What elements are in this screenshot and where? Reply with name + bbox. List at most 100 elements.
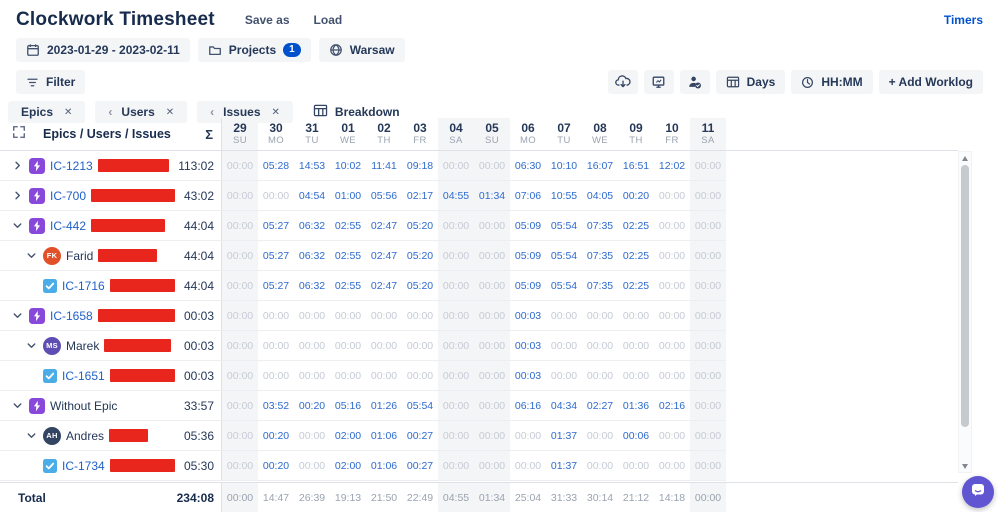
export-button[interactable] xyxy=(607,70,638,94)
chevron-down-icon[interactable] xyxy=(25,339,38,352)
time-cell[interactable]: 01:34 xyxy=(474,181,510,210)
time-cell[interactable]: 00:00 xyxy=(622,309,650,322)
time-cell[interactable]: 00:00 xyxy=(222,271,258,300)
time-cell[interactable]: 05:54 xyxy=(550,219,578,232)
issue-key[interactable]: IC-1658 xyxy=(50,308,93,323)
time-cell[interactable]: 00:20 xyxy=(262,429,290,442)
time-cell[interactable]: 00:00 xyxy=(438,241,474,270)
issue-key[interactable]: IC-700 xyxy=(50,188,87,203)
time-cell[interactable]: 02:16 xyxy=(658,399,686,412)
time-cell[interactable]: 00:00 xyxy=(690,451,726,480)
time-cell[interactable]: 00:00 xyxy=(438,331,474,360)
scroll-down-icon[interactable] xyxy=(959,460,971,472)
time-cell[interactable]: 00:00 xyxy=(474,361,510,390)
time-cell[interactable]: 00:00 xyxy=(298,369,326,382)
scroll-up-icon[interactable] xyxy=(959,152,971,164)
time-cell[interactable]: 00:00 xyxy=(262,339,290,352)
time-cell[interactable]: 00:00 xyxy=(474,451,510,480)
close-icon[interactable]: ✕ xyxy=(271,106,280,118)
time-format-button[interactable]: HH:MM xyxy=(791,70,873,94)
time-cell[interactable]: 00:00 xyxy=(586,339,614,352)
time-cell[interactable]: 05:28 xyxy=(262,159,290,172)
time-cell[interactable]: 00:00 xyxy=(298,429,326,442)
time-cell[interactable]: 00:00 xyxy=(222,421,258,450)
issue-key[interactable]: IC-1213 xyxy=(50,158,93,173)
time-cell[interactable]: 05:09 xyxy=(514,279,542,292)
time-cell[interactable]: 00:00 xyxy=(438,421,474,450)
chevron-down-icon[interactable] xyxy=(25,249,38,262)
time-cell[interactable]: 01:37 xyxy=(550,459,578,472)
time-cell[interactable]: 02:25 xyxy=(622,219,650,232)
time-cell[interactable]: 00:00 xyxy=(690,271,726,300)
row-label-cell[interactable]: AH Andres 05:36 xyxy=(0,421,222,450)
time-cell[interactable]: 00:00 xyxy=(586,429,614,442)
time-cell[interactable]: 00:00 xyxy=(658,339,686,352)
time-cell[interactable]: 00:00 xyxy=(658,459,686,472)
time-cell[interactable]: 02:25 xyxy=(622,279,650,292)
time-cell[interactable]: 07:06 xyxy=(514,189,542,202)
time-cell[interactable]: 00:06 xyxy=(622,429,650,442)
time-cell[interactable]: 05:09 xyxy=(514,249,542,262)
issue-key[interactable]: IC-1716 xyxy=(62,278,105,293)
time-cell[interactable]: 14:53 xyxy=(298,159,326,172)
save-as-button[interactable]: Save as xyxy=(244,12,290,27)
time-cell[interactable]: 00:00 xyxy=(658,369,686,382)
time-cell[interactable]: 00:20 xyxy=(262,459,290,472)
time-cell[interactable]: 00:00 xyxy=(622,459,650,472)
time-cell[interactable]: 00:00 xyxy=(658,309,686,322)
time-cell[interactable]: 00:20 xyxy=(298,399,326,412)
vertical-scrollbar[interactable] xyxy=(958,151,972,473)
time-cell[interactable]: 10:55 xyxy=(550,189,578,202)
time-cell[interactable]: 00:00 xyxy=(334,369,362,382)
time-cell[interactable]: 00:00 xyxy=(690,391,726,420)
row-label-cell[interactable]: IC-1651 00:03 xyxy=(0,361,222,390)
time-cell[interactable]: 03:52 xyxy=(262,399,290,412)
time-cell[interactable]: 00:00 xyxy=(658,429,686,442)
time-cell[interactable]: 00:00 xyxy=(370,339,398,352)
row-label-cell[interactable]: IC-1716 44:04 xyxy=(0,271,222,300)
time-cell[interactable]: 06:16 xyxy=(514,399,542,412)
time-cell[interactable]: 02:47 xyxy=(370,279,398,292)
time-cell[interactable]: 00:00 xyxy=(474,211,510,240)
time-cell[interactable]: 00:00 xyxy=(222,211,258,240)
time-cell[interactable]: 00:00 xyxy=(298,309,326,322)
time-cell[interactable]: 05:27 xyxy=(262,249,290,262)
scrollbar-thumb[interactable] xyxy=(961,165,969,427)
row-label-cell[interactable]: IC-442 44:04 xyxy=(0,211,222,240)
time-cell[interactable]: 02:17 xyxy=(406,189,434,202)
breakdown-toggle[interactable]: Breakdown xyxy=(313,104,400,120)
time-cell[interactable]: 00:00 xyxy=(690,421,726,450)
row-label-cell[interactable]: MS Marek 00:03 xyxy=(0,331,222,360)
time-cell[interactable]: 06:32 xyxy=(298,279,326,292)
time-cell[interactable]: 10:10 xyxy=(550,159,578,172)
time-cell[interactable]: 11:41 xyxy=(371,159,397,172)
time-cell[interactable]: 00:00 xyxy=(438,211,474,240)
time-cell[interactable]: 01:36 xyxy=(622,399,650,412)
time-cell[interactable]: 00:00 xyxy=(622,369,650,382)
time-cell[interactable]: 06:30 xyxy=(514,159,542,172)
close-icon[interactable]: ✕ xyxy=(165,106,175,118)
time-cell[interactable]: 04:54 xyxy=(298,189,326,202)
time-cell[interactable]: 00:00 xyxy=(658,279,686,292)
time-cell[interactable]: 02:47 xyxy=(370,249,398,262)
time-cell[interactable]: 00:00 xyxy=(690,331,726,360)
time-cell[interactable]: 02:55 xyxy=(334,219,362,232)
time-cell[interactable]: 00:00 xyxy=(474,271,510,300)
date-range-chip[interactable]: 2023-01-29 - 2023-02-11 xyxy=(16,38,190,62)
time-cell[interactable]: 00:00 xyxy=(370,369,398,382)
time-cell[interactable]: 00:00 xyxy=(222,391,258,420)
time-cell[interactable]: 05:27 xyxy=(262,279,290,292)
time-cell[interactable]: 00:27 xyxy=(406,459,434,472)
chevron-right-icon[interactable] xyxy=(11,159,24,172)
time-cell[interactable]: 10:02 xyxy=(334,159,362,172)
time-cell[interactable]: 00:03 xyxy=(514,369,542,382)
time-cell[interactable]: 00:00 xyxy=(474,151,510,180)
grouping-chip-users[interactable]: ‹ Users ✕ xyxy=(95,101,188,123)
filter-button[interactable]: Filter xyxy=(16,70,86,94)
time-cell[interactable]: 01:06 xyxy=(370,429,398,442)
time-cell[interactable]: 02:55 xyxy=(334,249,362,262)
time-cell[interactable]: 06:32 xyxy=(298,219,326,232)
time-cell[interactable]: 00:00 xyxy=(222,301,258,330)
time-cell[interactable]: 00:00 xyxy=(438,151,474,180)
time-cell[interactable]: 00:00 xyxy=(334,339,362,352)
